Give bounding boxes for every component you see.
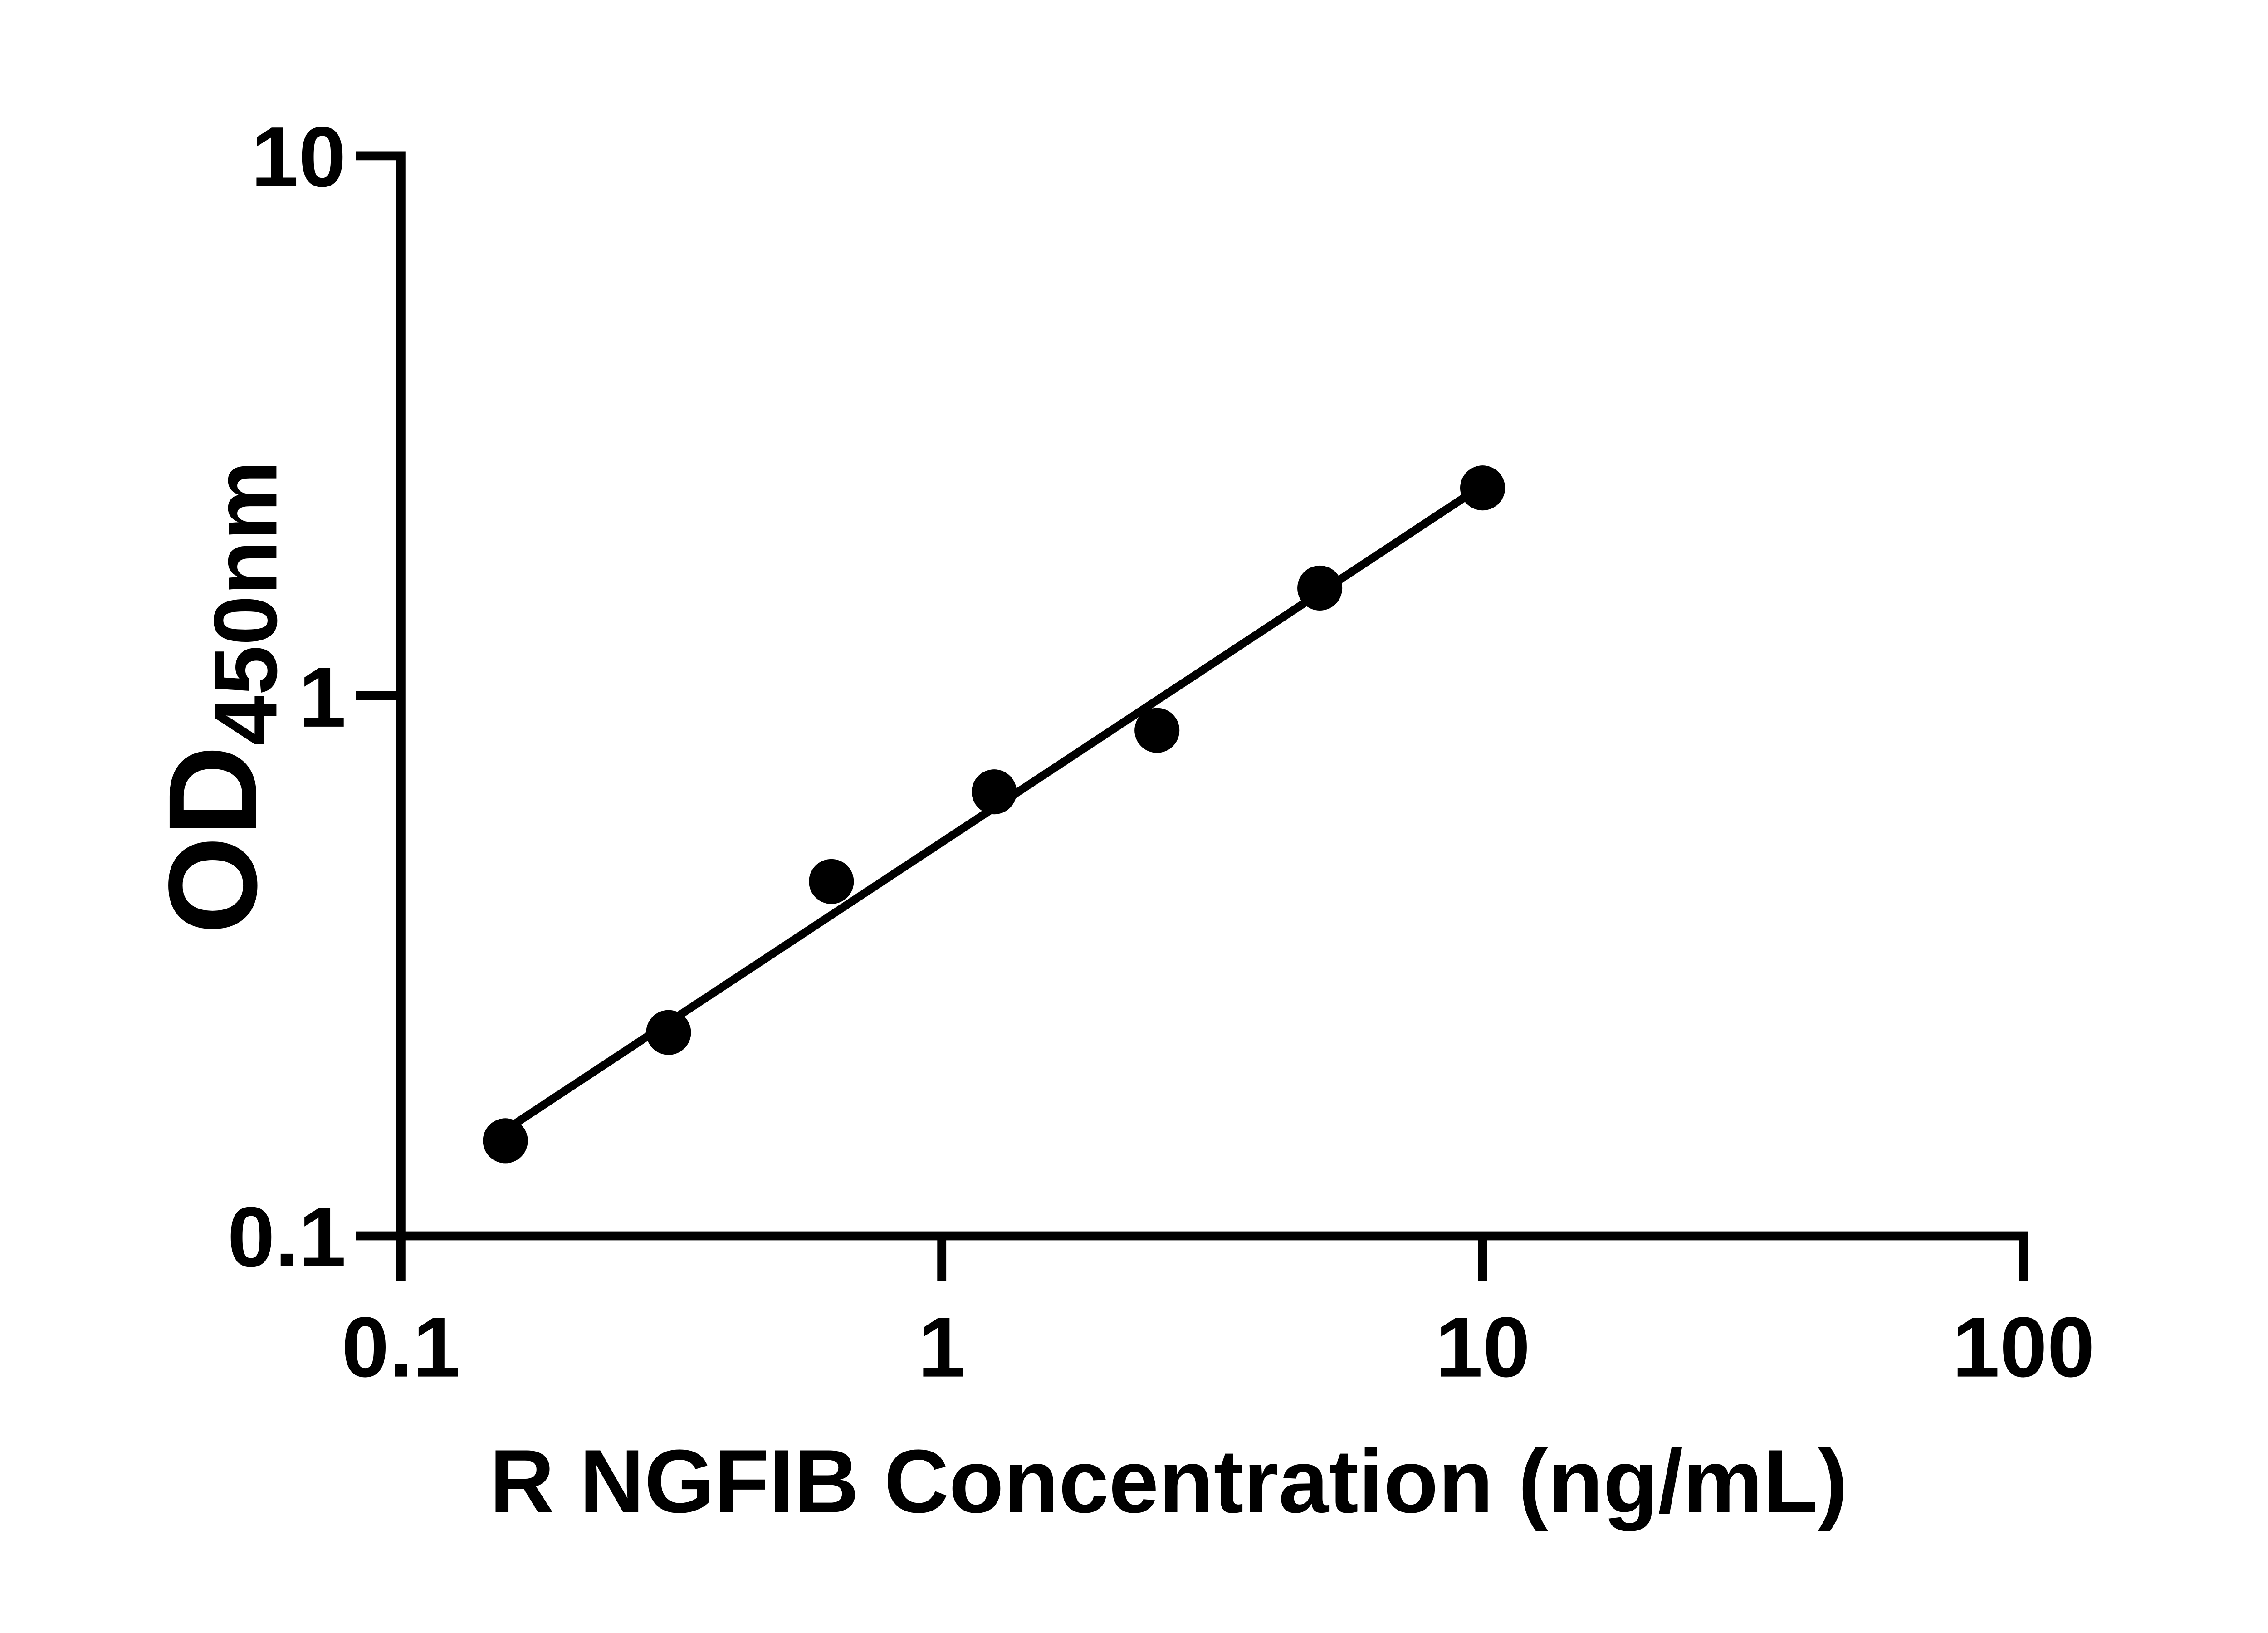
data-point — [972, 769, 1017, 815]
data-points — [483, 465, 1505, 1164]
y-axis-title: OD450nm — [142, 460, 296, 934]
data-point — [646, 1010, 691, 1055]
x-tick-label: 100 — [1952, 1300, 2095, 1395]
y-tick-label: 10 — [251, 109, 346, 205]
data-point — [1297, 565, 1343, 611]
y-tick-label: 1 — [298, 650, 346, 745]
x-tick-label: 1 — [918, 1300, 966, 1395]
data-point — [1460, 465, 1505, 511]
data-point — [483, 1118, 528, 1164]
data-point — [809, 859, 854, 904]
x-axis-title: R NGFIB Concentration (ng/mL) — [489, 1431, 1848, 1531]
y-tick-label: 0.1 — [227, 1189, 346, 1285]
data-point — [1134, 708, 1180, 753]
y-axis-title-main: OD — [142, 745, 283, 934]
x-tick-label: 0.1 — [342, 1300, 460, 1395]
y-axis-title-subscript: 450nm — [195, 460, 295, 745]
x-tick-label: 10 — [1435, 1300, 1530, 1395]
